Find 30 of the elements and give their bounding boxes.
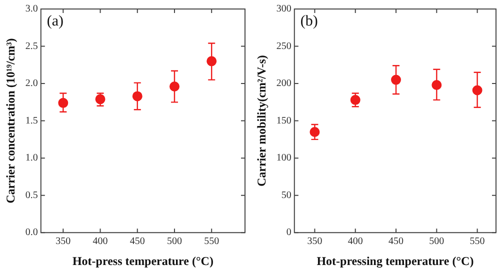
y-axis-title: Carrier mobility(cm²/V-s) <box>254 55 268 187</box>
x-tick-label: 500 <box>429 236 444 248</box>
x-tick-label: 550 <box>204 236 220 248</box>
x-tick-label: 550 <box>470 236 485 248</box>
x-tick-label: 450 <box>130 236 145 248</box>
x-tick-label: 350 <box>307 236 322 248</box>
y-tick-label: 200 <box>276 78 292 90</box>
x-tick-label: 350 <box>56 236 71 248</box>
x-axis-title: Hot-pressing temperature (°C) <box>316 254 474 268</box>
y-tick-label: 50 <box>281 190 292 201</box>
y-tick-label: 0.0 <box>25 227 38 238</box>
x-tick-label: 450 <box>388 236 404 248</box>
y-tick-label: 0.5 <box>25 190 38 201</box>
annotation: (a) <box>46 13 64 30</box>
y-tick-label: 1.0 <box>25 152 38 164</box>
x-axis-title: Hot-press temperature (°C) <box>72 254 214 268</box>
y-tick-label: 3.0 <box>25 4 38 15</box>
x-tick-label: 500 <box>166 236 182 248</box>
y-tick-label: 150 <box>276 115 292 126</box>
y-tick-label: 2.0 <box>25 78 38 90</box>
y-tick-label: 0 <box>286 227 292 238</box>
annotation: (b) <box>300 13 318 30</box>
y-tick-label: 1.5 <box>25 115 38 126</box>
y-axis-title: Carrier concentration (10¹⁹/cm³) <box>3 38 18 204</box>
y-tick-label: 250 <box>276 40 292 52</box>
y-tick-label: 300 <box>276 4 292 15</box>
x-tick-label: 400 <box>348 236 363 248</box>
y-tick-label: 2.5 <box>25 40 38 52</box>
y-tick-label: 100 <box>276 152 292 164</box>
x-tick-label: 400 <box>92 236 108 248</box>
